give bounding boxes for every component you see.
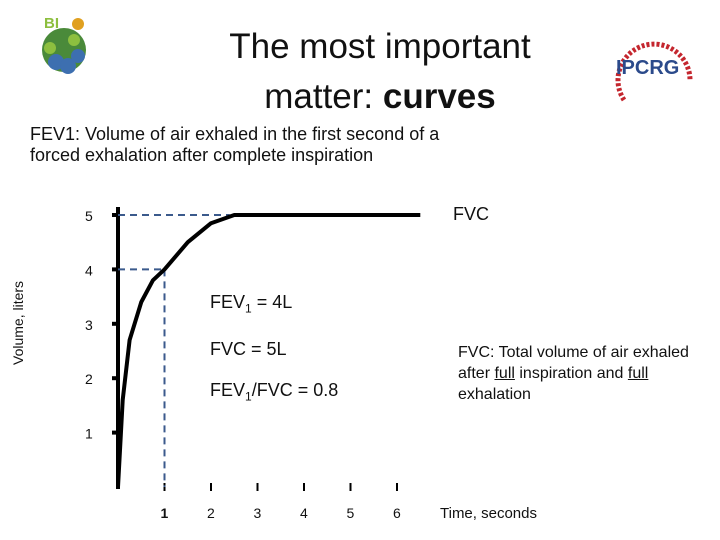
fvc-formula: FVC = 5L (210, 339, 287, 359)
y-tick-label: 3 (85, 317, 93, 333)
y-tick-label: 1 (85, 426, 93, 442)
svg-text:BI: BI (44, 15, 59, 32)
svg-text:IPCRG: IPCRG (616, 57, 679, 79)
y-axis-label: Volume, liters (10, 280, 26, 365)
x-axis-label: Time, seconds (440, 505, 537, 522)
x-tick-label: 5 (347, 505, 355, 521)
page-title: The most important matter: curves (229, 27, 531, 116)
ratio-formula: FEV1/FVC = 0.8 (210, 380, 339, 404)
x-tick-label: 3 (254, 505, 262, 521)
y-tick-label: 5 (85, 208, 93, 224)
fev1-definition: FEV1: Volume of air exhaled in the first… (30, 124, 440, 165)
y-tick-label: 4 (85, 262, 93, 278)
bio-logo: BI (42, 15, 86, 74)
ipcrg-logo: IPCRG (615, 41, 693, 102)
volume-curve (116, 213, 421, 488)
x-tick-label: 1 (161, 505, 169, 521)
fvc-definition: FVC: Total volume of air exhaled after f… (458, 344, 689, 403)
x-tick-label: 4 (300, 505, 308, 521)
y-tick-label: 2 (85, 371, 93, 387)
fev1-formula: FEV1 = 4L (210, 292, 293, 316)
x-tick-label: 2 (207, 505, 215, 521)
x-tick-label: 6 (393, 505, 401, 521)
fvc-tag: FVC (453, 204, 489, 224)
